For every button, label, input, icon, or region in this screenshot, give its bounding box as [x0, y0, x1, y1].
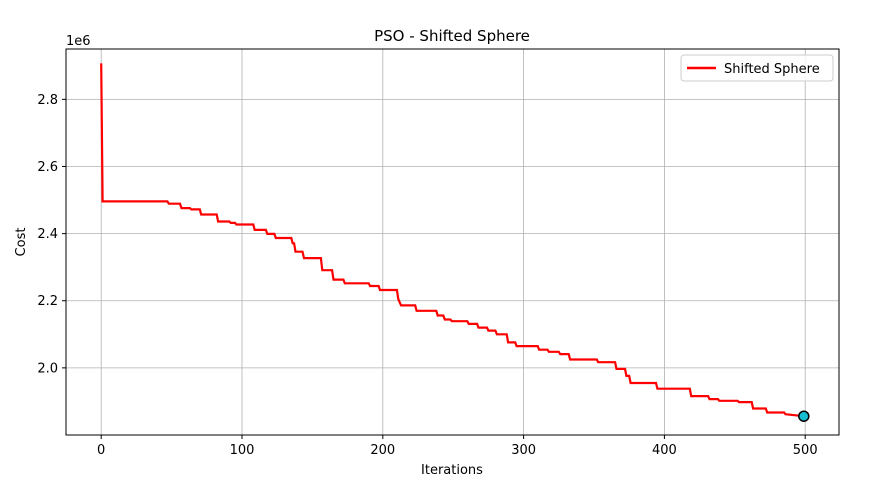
y-tick-label: 2.0 [37, 361, 58, 376]
y-offset-label: 1e6 [66, 34, 91, 49]
legend: Shifted Sphere [680, 54, 834, 82]
x-tick-label: 300 [511, 443, 536, 458]
axes-layer [65, 48, 840, 436]
x-tick-label: 500 [793, 443, 818, 458]
legend-box [680, 54, 834, 82]
x-axis-label: Iterations [421, 463, 483, 478]
y-tick-label: 2.2 [37, 294, 58, 309]
series-line-shifted-sphere [100, 63, 804, 418]
final-best-marker [798, 410, 810, 422]
x-tick-label: 400 [652, 443, 677, 458]
x-tick-label: 0 [97, 443, 105, 458]
plot-frame [65, 48, 840, 436]
y-tick-label: 2.6 [37, 160, 58, 175]
y-tick-label: 2.8 [37, 93, 58, 108]
chart-title: PSO - Shifted Sphere [374, 27, 530, 45]
series-layer [100, 63, 810, 422]
grid-layer [66, 49, 839, 435]
legend-label: Shifted Sphere [724, 62, 820, 77]
y-tick-label: 2.4 [37, 227, 58, 242]
tick-layer: 0 100 200 300 400 500 2.0 2.2 2.4 2.6 2.8 [37, 93, 817, 458]
x-tick-label: 100 [230, 443, 255, 458]
x-tick-label: 200 [370, 443, 395, 458]
y-axis-label: Cost [14, 228, 29, 257]
